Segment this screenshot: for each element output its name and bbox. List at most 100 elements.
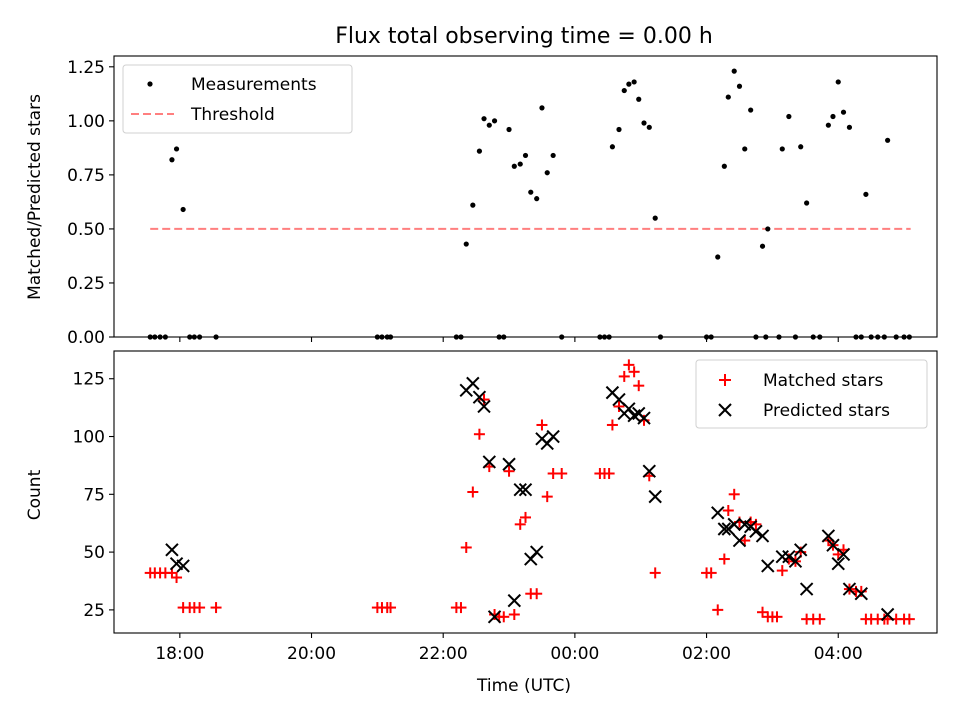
measurement-point xyxy=(786,113,792,120)
matched-star-point xyxy=(718,553,730,565)
predicted-star-point xyxy=(472,390,487,404)
measurement-point xyxy=(759,243,766,249)
matched-star-point xyxy=(171,572,183,584)
matched-star-point xyxy=(536,419,548,431)
matched-star-point xyxy=(467,486,479,498)
matched-star-point xyxy=(541,491,553,503)
predicted-star-point xyxy=(842,582,857,596)
predicted-star-point xyxy=(775,550,789,564)
measurement-point xyxy=(169,157,175,163)
predicted-star-point xyxy=(637,411,651,425)
matched-star-point xyxy=(728,488,740,500)
measurement-point xyxy=(173,146,180,152)
legend-matched-marker xyxy=(719,374,731,386)
ratio-plot-frame xyxy=(113,55,938,338)
count-plot-frame xyxy=(113,350,938,634)
measurement-point xyxy=(491,118,498,124)
predicted-star-point xyxy=(477,399,491,414)
matched-star-point xyxy=(623,359,635,371)
x-tick-label: 18:00 xyxy=(155,644,204,664)
matched-star-point xyxy=(556,468,568,480)
matched-star-point xyxy=(814,613,826,625)
measurement-point xyxy=(631,79,637,85)
measurement-point xyxy=(476,148,483,154)
matched-star-point xyxy=(903,613,915,625)
measurement-point xyxy=(885,137,891,143)
matched-star-point xyxy=(194,602,206,614)
measurement-point xyxy=(463,241,469,247)
matched-star-point xyxy=(613,400,625,412)
measurement-point xyxy=(180,206,186,213)
legend-predicted-label: Predicted stars xyxy=(763,401,890,421)
measurement-point xyxy=(534,196,540,202)
measurement-point xyxy=(725,94,731,100)
measurement-point xyxy=(748,107,754,113)
predicted-star-point xyxy=(755,529,770,543)
predicted-star-point xyxy=(782,550,796,564)
matched-star-point xyxy=(603,468,615,480)
legend-measurements-label: Measurements xyxy=(191,75,317,95)
count-y-tick-label: 25 xyxy=(83,601,105,621)
measurement-point xyxy=(846,124,853,130)
matched-star-point xyxy=(455,602,467,614)
count-legend: Matched stars Predicted stars xyxy=(695,359,928,429)
measurement-point xyxy=(550,152,556,159)
measurement-point xyxy=(804,200,810,206)
predicted-star-point xyxy=(836,547,851,562)
predicted-star-point xyxy=(717,522,732,536)
ratio-legend-box xyxy=(122,64,353,134)
predicted-star-point xyxy=(711,506,725,520)
matched-star-point xyxy=(508,609,520,621)
predicted-star-point xyxy=(176,559,190,573)
measurement-point xyxy=(544,170,550,176)
legend-predicted-marker xyxy=(718,403,732,417)
ratio-y-tick-label: 0.00 xyxy=(67,328,105,348)
measurement-point xyxy=(517,161,523,167)
predicted-star-point xyxy=(727,517,741,532)
measurement-point xyxy=(736,83,743,89)
measurement-point xyxy=(863,191,869,197)
matched-star-point xyxy=(498,611,510,623)
count-y-tick-label: 75 xyxy=(83,485,105,505)
matched-star-point xyxy=(633,380,645,392)
measurement-point xyxy=(835,79,841,85)
x-tick-label: 20:00 xyxy=(287,644,336,664)
predicted-star-point xyxy=(518,482,533,497)
count-x-axis: 18:00 20:00 22:00 00:00 02:00 04:00 xyxy=(155,633,863,664)
ratio-y-tick-label: 0.50 xyxy=(67,220,105,240)
measurement-point xyxy=(522,152,529,159)
matched-star-point xyxy=(473,428,485,440)
x-tick-label: 00:00 xyxy=(550,644,599,664)
matched-star-point xyxy=(722,504,734,516)
matched-star-point xyxy=(503,465,515,477)
count-y-tick-label: 100 xyxy=(73,428,105,448)
x-axis-label: Time (UTC) xyxy=(476,676,571,696)
matched-star-point xyxy=(628,366,640,378)
predicted-star-point xyxy=(732,533,747,548)
predicted-star-point xyxy=(487,610,502,624)
ratio-y-axis: 0.00 0.25 0.50 0.75 1.00 1.25 xyxy=(67,58,114,348)
predicted-star-point xyxy=(513,482,527,497)
legend-measurement-marker xyxy=(147,81,153,87)
ratio-x-axis xyxy=(179,337,839,342)
measurement-point xyxy=(486,122,492,128)
measurement-point xyxy=(539,105,545,111)
predicted-star-point xyxy=(466,376,480,391)
matched-star-point xyxy=(385,602,397,614)
ratio-y-tick-label: 0.75 xyxy=(67,166,105,186)
measurement-point xyxy=(621,87,627,94)
measurement-point xyxy=(609,144,616,150)
predicted-star-point xyxy=(648,489,662,504)
measurement-point xyxy=(721,163,727,169)
x-tick-label: 04:00 xyxy=(814,644,863,664)
measurement-point xyxy=(652,215,658,221)
predicted-star-point xyxy=(821,529,836,543)
predicted-star-point xyxy=(761,559,775,573)
legend-threshold-label: Threshold xyxy=(190,105,275,125)
predicted-star-point xyxy=(627,409,641,423)
predicted-star-point xyxy=(880,607,895,622)
measurement-point xyxy=(715,254,721,260)
predicted-star-point xyxy=(507,593,522,608)
matched-star-point xyxy=(514,518,526,530)
